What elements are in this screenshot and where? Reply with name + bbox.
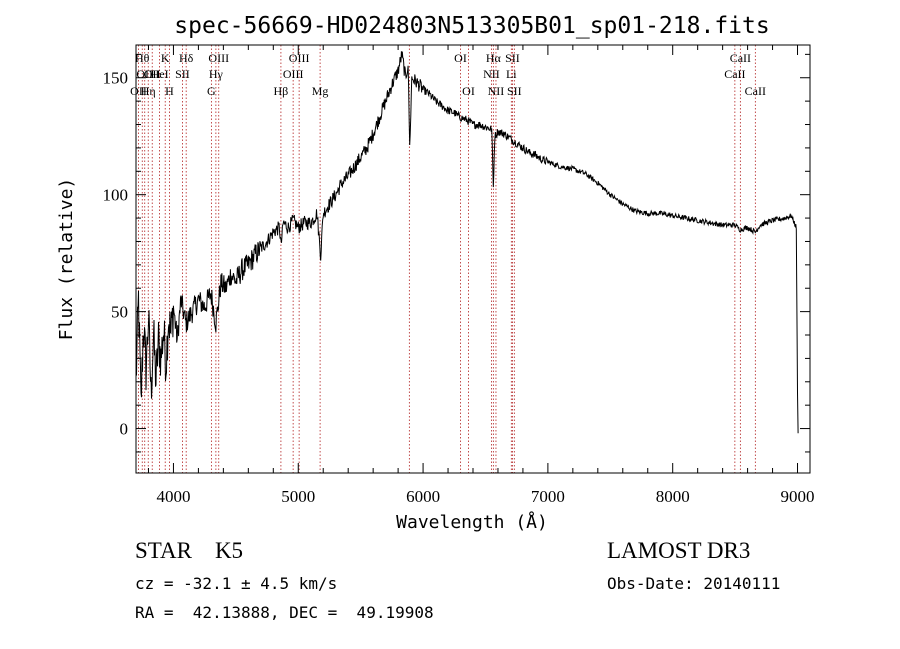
- line-label: OIII: [208, 51, 229, 65]
- y-tick-label: 50: [111, 303, 128, 322]
- y-axis-label: Flux (relative): [56, 178, 77, 341]
- object-class: STAR K5: [135, 538, 244, 563]
- chart-title: spec-56669-HD024803N513305B01_sp01-218.f…: [174, 13, 769, 39]
- line-label: OII: [144, 67, 161, 81]
- line-label: NII: [488, 84, 505, 98]
- line-label: Hγ: [209, 67, 224, 81]
- spectral-line-labels: OIIHθOIIHηOIIHeIKHSIIHδGHγOIIIHβOIIIOIII…: [130, 51, 766, 98]
- line-label: G: [207, 84, 216, 98]
- axis-tick-labels: 4000 5000 6000 7000 8000 9000 0 50 100 150: [103, 69, 815, 506]
- line-label: CaII: [745, 84, 766, 98]
- survey-name: LAMOST DR3: [607, 538, 751, 563]
- line-label: Hβ: [274, 84, 289, 98]
- x-tick-label: 7000: [531, 487, 565, 506]
- spectrum-chart: spec-56669-HD024803N513305B01_sp01-218.f…: [56, 13, 815, 533]
- line-label: SII: [175, 67, 190, 81]
- line-label: OI: [454, 51, 467, 65]
- line-label: CaII: [730, 51, 751, 65]
- x-tick-label: 9000: [781, 487, 815, 506]
- line-label: Hθ: [135, 51, 150, 65]
- observation-date: Obs-Date: 20140111: [607, 574, 781, 593]
- line-label: SII: [505, 51, 520, 65]
- spectrum-line: [135, 51, 799, 434]
- line-label: H: [165, 84, 174, 98]
- line-label: Hα: [486, 51, 502, 65]
- line-label: OIII: [289, 51, 310, 65]
- x-axis-label: Wavelength (Å): [396, 511, 548, 533]
- line-label: Mg: [312, 84, 329, 98]
- line-label: HeI: [151, 67, 169, 81]
- redshift-velocity: cz = -32.1 ± 4.5 km/s: [135, 574, 338, 593]
- line-label: NII: [483, 67, 500, 81]
- line-label: SII: [507, 84, 522, 98]
- line-label: OIII: [283, 67, 304, 81]
- coordinates: RA = 42.13888, DEC = 49.19908: [135, 603, 434, 622]
- y-tick-label: 100: [103, 186, 129, 205]
- x-tick-label: 6000: [406, 487, 440, 506]
- line-label: K: [161, 51, 170, 65]
- x-tick-label: 4000: [156, 487, 190, 506]
- line-label: CaII: [724, 67, 745, 81]
- line-label: Li: [506, 67, 517, 81]
- line-label: Hδ: [179, 51, 194, 65]
- line-label: OI: [462, 84, 475, 98]
- y-tick-label: 0: [120, 420, 129, 439]
- y-tick-label: 150: [103, 69, 129, 88]
- plot-frame: [135, 44, 811, 474]
- line-label: OII: [130, 84, 147, 98]
- line-label: Hη: [141, 84, 156, 98]
- x-tick-label: 5000: [281, 487, 315, 506]
- x-tick-label: 8000: [656, 487, 690, 506]
- axis-ticks: [136, 45, 810, 473]
